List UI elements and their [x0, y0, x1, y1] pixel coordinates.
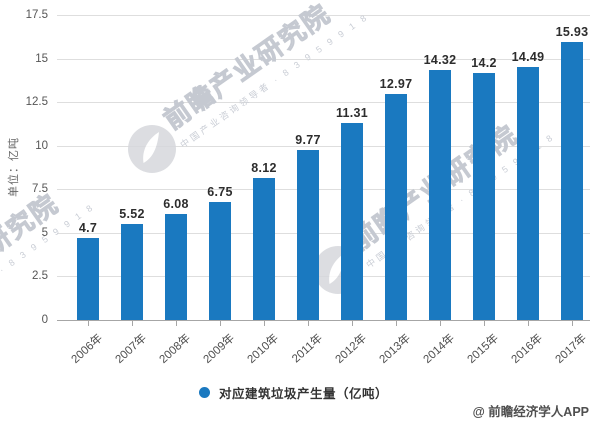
- bar-2016年: [517, 67, 539, 320]
- y-tick-label: 10: [35, 139, 48, 152]
- y-tick-label: 2.5: [32, 270, 48, 283]
- bar-value-label: 8.12: [251, 161, 277, 176]
- watermark-credit: @ 前瞻经济学人APP: [472, 405, 589, 419]
- gridline: [57, 102, 590, 104]
- bar-2010年: [253, 178, 275, 320]
- bar-value-label: 14.2: [471, 55, 497, 70]
- y-tick-label: 5: [41, 226, 48, 239]
- x-axis-tick: [88, 321, 89, 326]
- x-axis-tick: [220, 321, 221, 326]
- x-axis-tick: [176, 321, 177, 326]
- x-axis-tick: [572, 321, 573, 326]
- bar-2006年: [77, 238, 99, 320]
- x-tick-label: 2013年: [377, 332, 414, 366]
- bar-value-label: 11.31: [335, 105, 369, 120]
- x-axis-tick: [352, 321, 353, 326]
- x-tick-label: 2009年: [201, 332, 238, 366]
- x-tick-label: 2010年: [245, 332, 282, 366]
- bar-value-label: 4.7: [78, 221, 98, 236]
- y-tick-label: 15: [35, 52, 48, 65]
- gridline: [57, 58, 590, 60]
- x-tick-label: 2017年: [553, 332, 590, 366]
- x-axis-tick: [308, 321, 309, 326]
- x-tick-label: 2008年: [157, 332, 194, 366]
- bar-value-label: 15.93: [555, 25, 589, 40]
- bar-2013年: [385, 93, 407, 320]
- x-axis-tick: [264, 321, 265, 326]
- x-tick-label: 2015年: [465, 332, 502, 366]
- gridline: [57, 15, 590, 16]
- x-tick-label: 2014年: [421, 332, 458, 366]
- y-tick-label: 7.5: [32, 183, 48, 196]
- legend-label: 对应建筑垃圾产生量（亿吨）: [219, 387, 389, 401]
- bar-2017年: [561, 42, 583, 320]
- x-axis-line: [57, 320, 590, 321]
- x-tick-label: 2011年: [290, 332, 326, 366]
- bar-2015年: [473, 72, 495, 320]
- gridline: [57, 145, 590, 147]
- legend-marker-icon: [199, 387, 210, 398]
- x-axis-tick: [484, 321, 485, 326]
- bar-2008年: [165, 214, 187, 320]
- x-tick-label: 2016年: [509, 332, 546, 366]
- bar-2007年: [121, 223, 143, 320]
- bar-value-label: 14.32: [423, 53, 457, 68]
- x-axis-tick: [132, 321, 133, 326]
- bar-value-label: 9.77: [295, 132, 321, 147]
- y-tick-label: 17.5: [25, 9, 48, 21]
- x-axis-tick: [440, 321, 441, 326]
- y-tick-label: 0: [41, 314, 48, 326]
- bar-value-label: 14.49: [511, 50, 545, 65]
- y-axis-title: 单位：亿吨: [8, 137, 20, 197]
- x-tick-label: 2006年: [69, 332, 106, 366]
- bar-2014年: [429, 70, 451, 320]
- x-tick-label: 2007年: [113, 332, 150, 366]
- gridline: [57, 232, 590, 234]
- gridline: [57, 189, 590, 191]
- y-tick-label: 12.5: [25, 96, 48, 109]
- bar-value-label: 12.97: [379, 76, 413, 91]
- bar-2011年: [297, 149, 319, 320]
- bar-value-label: 6.75: [207, 185, 233, 200]
- bar-value-label: 6.08: [163, 197, 189, 212]
- bar-value-label: 5.52: [119, 206, 145, 221]
- bar-2009年: [209, 202, 231, 320]
- x-axis-tick: [528, 321, 529, 326]
- x-tick-label: 2012年: [333, 332, 370, 366]
- legend[interactable]: 对应建筑垃圾产生量（亿吨）: [199, 383, 388, 402]
- x-axis-tick: [396, 321, 397, 326]
